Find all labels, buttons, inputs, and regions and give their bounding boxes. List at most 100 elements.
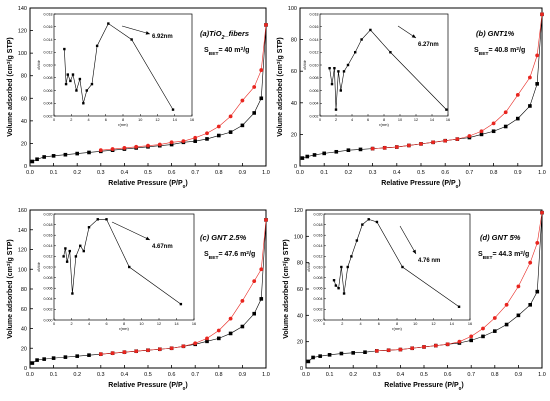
adsorption-point xyxy=(481,334,485,339)
inset-y-tick-label: 0.016 xyxy=(44,25,53,29)
adsorption-point xyxy=(516,116,520,121)
desorption-point xyxy=(467,134,472,138)
y-tick-label: 20 xyxy=(21,346,27,352)
inset-point xyxy=(85,89,88,92)
sbet-label: SBET= 47.6 m2/g xyxy=(204,250,255,261)
inset-x-label: r(nm) xyxy=(379,122,389,127)
sbet-label: SBET= 44.3 m2/g xyxy=(478,250,529,261)
adsorption-point xyxy=(503,124,508,129)
x-tick-label: 0.8 xyxy=(491,372,499,378)
inset-point xyxy=(346,265,349,269)
x-tick-label: 0.3 xyxy=(369,170,377,176)
adsorption-point xyxy=(87,150,91,155)
adsorption-point xyxy=(87,353,91,357)
inset-point xyxy=(367,218,370,221)
desorption-point xyxy=(216,328,221,333)
desorption-point xyxy=(516,284,521,289)
inset-point xyxy=(128,265,131,269)
x-tick-label: 0.8 xyxy=(215,170,223,176)
inset-y-tick-label: 0.008 xyxy=(44,76,53,80)
pore-size-inset: 0 2 4 6 8 10 12 14 16 0.002 0.004 0.006 0.008 0.010 0.… xyxy=(36,12,194,127)
annotation-arrow xyxy=(399,225,417,255)
desorption-point xyxy=(433,343,438,348)
adsorption-point xyxy=(300,156,305,160)
inset-point xyxy=(82,249,85,253)
inset-y-tick-label: 0.010 xyxy=(44,63,53,67)
inset-y-tick-label: 0.020 xyxy=(44,212,53,216)
inset-point xyxy=(96,218,99,221)
adsorption-point xyxy=(217,133,221,138)
desorption-point xyxy=(252,85,257,89)
inset-x-tick-label: 16 xyxy=(190,118,194,122)
adsorption-point xyxy=(252,111,256,115)
inset-point xyxy=(337,287,340,290)
desorption-point xyxy=(122,146,127,150)
y-tick-label: 100 xyxy=(18,51,27,57)
inset-frame xyxy=(53,13,193,117)
x-tick-label: 1.0 xyxy=(538,170,546,176)
x-tick-label: 0.9 xyxy=(514,170,522,176)
desorption-point xyxy=(445,342,450,347)
inset-y-tick-label: 0.016 xyxy=(314,234,323,238)
desorption-point xyxy=(146,143,150,148)
desorption-point xyxy=(110,351,115,356)
y-tick-label: 20 xyxy=(291,132,297,138)
desorption-point xyxy=(422,345,426,349)
adsorption-point xyxy=(334,149,339,154)
x-tick-label: 0.5 xyxy=(420,372,428,378)
inset-y-tick-label: 0.010 xyxy=(314,265,323,269)
adsorption-point xyxy=(504,322,509,327)
y-tick-label: 100 xyxy=(288,6,297,12)
inset-point xyxy=(130,38,133,41)
desorption-point xyxy=(455,137,460,142)
y-tick-label: 20 xyxy=(297,340,303,346)
series-line-2 xyxy=(100,219,267,355)
desorption-point xyxy=(252,279,257,283)
inset-y-tick-label: 0.006 xyxy=(310,89,319,93)
inset-point xyxy=(346,63,350,67)
x-tick-label: 0.0 xyxy=(26,372,34,378)
x-tick-label: 0.1 xyxy=(326,372,334,378)
inset-y-tick-label: 0.006 xyxy=(44,287,53,291)
x-tick-label: 0.9 xyxy=(515,372,523,378)
adsorption-point xyxy=(358,147,363,152)
x-tick-label: 0.4 xyxy=(121,170,129,176)
inset-x-tick-label: 2 xyxy=(70,322,72,326)
y-tick-label: 40 xyxy=(297,313,303,319)
inset-x-tick-label: 4 xyxy=(359,322,361,326)
x-axis-label: Relative Pressure (P/P0) xyxy=(108,382,187,392)
series-line-2 xyxy=(376,212,543,352)
x-tick-label: 0.7 xyxy=(191,372,199,378)
annotation-arrowhead xyxy=(412,249,416,254)
x-tick-label: 0.5 xyxy=(144,372,152,378)
desorption-point xyxy=(264,23,268,27)
y-axis-label: Volume adsorbed (cm3/g STP) xyxy=(6,37,15,136)
desorption-point xyxy=(181,344,186,349)
inset-x-tick-label: 8 xyxy=(383,118,385,122)
y-tick-label: 0 xyxy=(24,164,27,170)
adsorption-point xyxy=(42,357,46,361)
inset-x-tick-label: 8 xyxy=(123,322,125,326)
adsorption-point xyxy=(51,356,56,360)
adsorption-point xyxy=(363,350,367,354)
y-tick-label: 60 xyxy=(21,307,27,313)
x-tick-label: 1.0 xyxy=(262,170,270,176)
series-line-2 xyxy=(100,24,267,151)
inset-point xyxy=(445,108,448,111)
adsorption-point xyxy=(169,142,174,147)
y-tick-label: 120 xyxy=(18,248,27,254)
adsorption-point xyxy=(259,297,264,301)
desorption-point xyxy=(528,260,533,265)
y-tick-label: 140 xyxy=(18,228,27,234)
desorption-point xyxy=(481,326,485,331)
inset-y-tick-label: 0.018 xyxy=(310,12,319,16)
y-tick-label: 0 xyxy=(24,366,27,372)
adsorption-point xyxy=(75,151,79,156)
inset-x-label: r(nm) xyxy=(119,326,129,331)
pore-size-inset: 0 2 4 6 8 10 12 14 16 0.000 0.002 0.004 0.006 0.008 0.… xyxy=(36,212,196,331)
inset-y-label: dV/dr xyxy=(36,262,41,272)
x-tick-label: 0.6 xyxy=(168,372,176,378)
inset-x-tick-label: 6 xyxy=(105,118,107,122)
inset-x-tick-label: 0 xyxy=(323,322,325,326)
inset-x-tick-label: 14 xyxy=(450,322,454,326)
